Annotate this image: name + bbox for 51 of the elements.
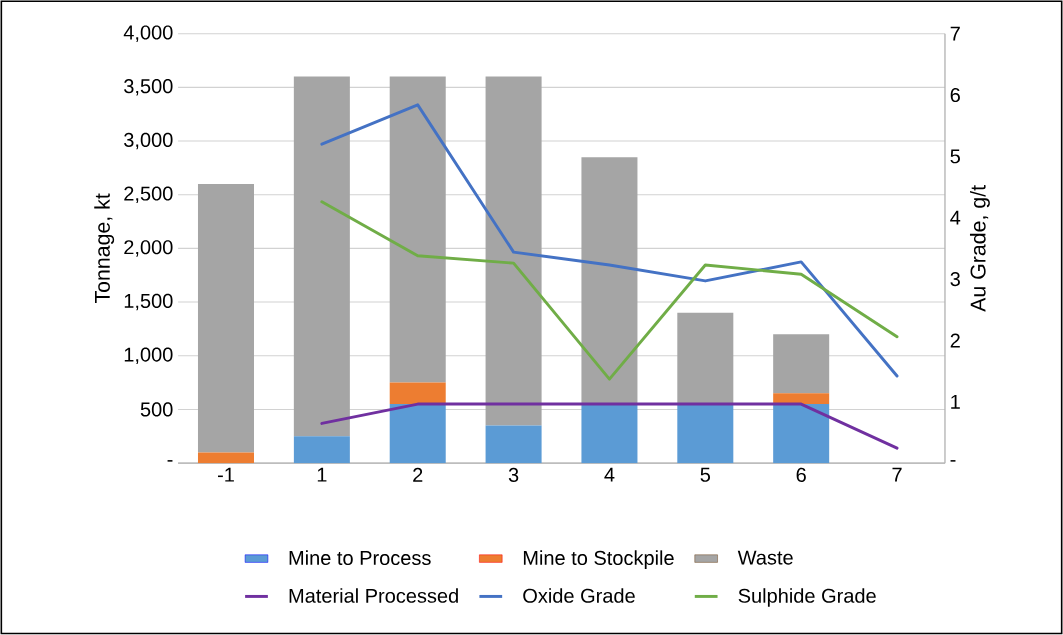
y-axis-title: Tonnage, kt xyxy=(94,193,115,304)
y-tick-label: - xyxy=(167,460,173,462)
bar xyxy=(677,404,734,464)
y-tick-label: 1,000 xyxy=(124,347,173,365)
bar xyxy=(389,76,446,383)
bar xyxy=(485,76,542,426)
bar xyxy=(773,393,830,405)
y-tick-label: 2,000 xyxy=(124,240,173,257)
bar xyxy=(677,312,734,405)
y2-tick-label: 2 xyxy=(950,333,960,348)
y-tick-label: 4,000 xyxy=(123,25,173,42)
bar xyxy=(485,425,542,464)
y-tick-label: 1,500 xyxy=(124,293,173,311)
x-tick-label: 6 xyxy=(796,467,806,483)
legend-label: Material Processed xyxy=(289,588,458,603)
y-tick-label: 500 xyxy=(140,402,173,417)
x-tick-label: 1 xyxy=(317,467,327,482)
y2-axis-title: Au Grade, g/t xyxy=(969,185,990,312)
y2-tick-label: 4 xyxy=(950,210,961,225)
legend-label: Sulphide Grade xyxy=(738,588,876,607)
bar xyxy=(293,436,350,464)
bar xyxy=(581,157,638,405)
legend-label: Mine to Stockpile xyxy=(523,550,674,570)
y2-tick-label: 6 xyxy=(950,88,960,103)
legend-label: Mine to Process xyxy=(289,550,431,566)
y-tick-label: 2,500 xyxy=(124,186,173,204)
bar xyxy=(773,404,830,464)
x-tick-label: -1 xyxy=(217,467,234,482)
y2-tick-label: 1 xyxy=(951,394,960,409)
legend-label: Oxide Grade xyxy=(523,588,635,603)
bar xyxy=(389,404,446,464)
y2-tick-label: - xyxy=(950,460,956,462)
bar xyxy=(581,404,638,464)
y-tick-label: 3,000 xyxy=(124,132,173,150)
bar xyxy=(197,452,254,464)
y2-tick-label: 5 xyxy=(950,149,960,164)
x-tick-label: 3 xyxy=(508,467,519,483)
y-tick-label: 3,500 xyxy=(124,79,173,96)
line-series xyxy=(320,200,899,381)
line-series xyxy=(320,103,899,378)
legend-label: Waste xyxy=(737,550,793,565)
x-tick-label: 5 xyxy=(700,467,711,482)
bar xyxy=(197,184,254,453)
x-tick-label: 7 xyxy=(892,467,902,482)
y2-tick-label: 3 xyxy=(950,272,960,287)
x-tick-label: 2 xyxy=(413,467,423,482)
x-tick-label: 4 xyxy=(604,467,615,482)
bar xyxy=(293,76,350,437)
y2-tick-label: 7 xyxy=(950,26,960,41)
bar xyxy=(389,382,446,405)
bar xyxy=(773,334,830,394)
